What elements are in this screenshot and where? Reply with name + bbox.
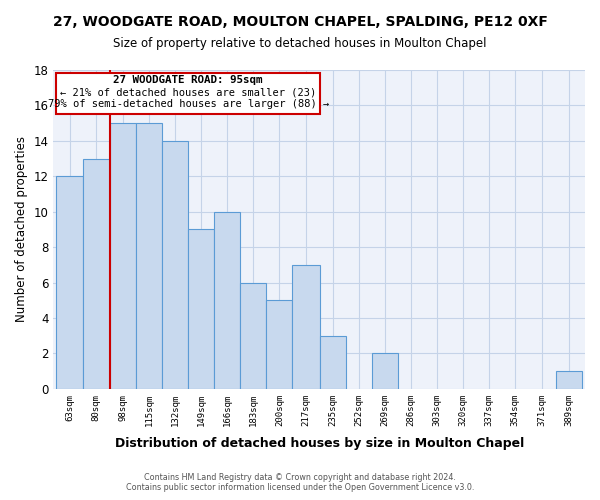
Bar xyxy=(266,300,292,389)
Text: 27, WOODGATE ROAD, MOULTON CHAPEL, SPALDING, PE12 0XF: 27, WOODGATE ROAD, MOULTON CHAPEL, SPALD… xyxy=(53,15,547,29)
Bar xyxy=(136,123,162,389)
X-axis label: Distribution of detached houses by size in Moulton Chapel: Distribution of detached houses by size … xyxy=(115,437,524,450)
Y-axis label: Number of detached properties: Number of detached properties xyxy=(15,136,28,322)
Bar xyxy=(162,141,188,389)
Text: 27 WOODGATE ROAD: 95sqm: 27 WOODGATE ROAD: 95sqm xyxy=(113,76,263,86)
Text: Contains HM Land Registry data © Crown copyright and database right 2024.
Contai: Contains HM Land Registry data © Crown c… xyxy=(126,473,474,492)
Bar xyxy=(556,371,582,389)
Bar xyxy=(292,265,320,389)
Text: ← 21% of detached houses are smaller (23): ← 21% of detached houses are smaller (23… xyxy=(60,88,316,98)
Bar xyxy=(372,354,398,389)
Bar xyxy=(241,282,266,389)
Bar xyxy=(214,212,241,389)
Text: Size of property relative to detached houses in Moulton Chapel: Size of property relative to detached ho… xyxy=(113,38,487,51)
Bar xyxy=(110,123,136,389)
FancyBboxPatch shape xyxy=(56,72,320,114)
Bar xyxy=(56,176,83,389)
Text: 79% of semi-detached houses are larger (88) →: 79% of semi-detached houses are larger (… xyxy=(47,99,329,109)
Bar xyxy=(320,336,346,389)
Bar xyxy=(83,158,110,389)
Bar xyxy=(188,230,214,389)
